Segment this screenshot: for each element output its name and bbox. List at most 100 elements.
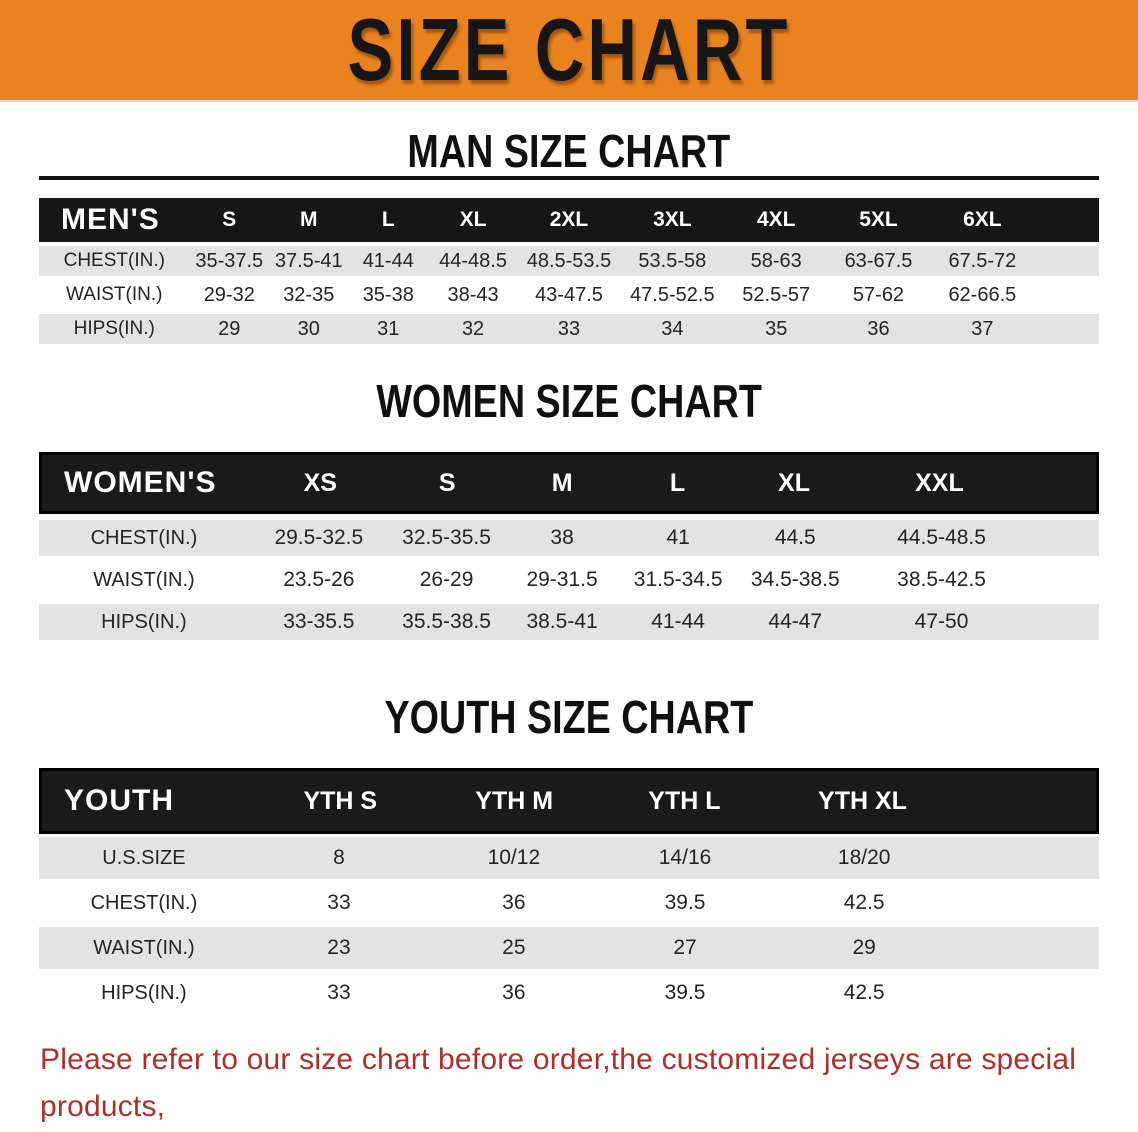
value-cell: 31.5-34.5 <box>633 568 723 591</box>
header-cell: S <box>438 468 456 497</box>
header-cell: 4XL <box>756 208 796 231</box>
value-cell: 33 <box>557 317 581 340</box>
value-cell: 29-31.5 <box>526 568 598 591</box>
value-cell: 43-47.5 <box>535 283 603 306</box>
value-cell: 63-67.5 <box>844 249 913 272</box>
value-cell: 44-48.5 <box>439 249 507 272</box>
value-cell: 58-63 <box>750 249 802 272</box>
men-size-table: MEN'S S M L XL 2XL 3XL 4XL 5XL 6XL CHEST(IN.) 35-37… <box>39 198 1099 344</box>
header-cell: YTH M <box>475 786 554 815</box>
men-header-row: MEN'S S M L XL 2XL 3XL 4XL 5XL 6XL <box>39 198 1099 242</box>
header-cell: YOUTH <box>64 784 174 817</box>
value-cell: 36 <box>502 891 526 914</box>
banner-title: SIZE CHART <box>347 0 791 99</box>
value-cell: 26-29 <box>419 568 474 591</box>
table-row: CHEST(IN.) 29.5-32.5 32.5-35.5 38 41 44.5 44.5… <box>39 520 1099 556</box>
row-label: WAIST(IN.) <box>66 284 163 305</box>
table-row: HIPS(IN.) 33 36 39.5 42.5 <box>39 972 1099 1014</box>
size-chart-banner: SIZE CHART <box>0 0 1138 102</box>
row-label: CHEST(IN.) <box>63 250 165 271</box>
header-filler <box>1026 455 1096 511</box>
value-cell: 38.5-42.5 <box>897 568 986 591</box>
value-cell: 47-50 <box>914 610 969 633</box>
value-cell: 23.5-26 <box>283 568 355 591</box>
value-cell: 33 <box>327 891 351 914</box>
table-row: WAIST(IN.) 29-32 32-35 35-38 38-43 43-47.5 47.… <box>39 280 1099 310</box>
value-cell: 10/12 <box>487 846 541 869</box>
value-cell: 52.5-57 <box>742 283 811 306</box>
row-filler <box>1035 314 1099 344</box>
header-cell: 5XL <box>859 208 898 231</box>
row-label: WAIST(IN.) <box>93 936 195 959</box>
value-cell: 53.5-58 <box>638 249 707 272</box>
value-cell: 44-47 <box>768 610 823 633</box>
women-size-table: WOMEN'S XS S M L XL XXL CHEST(IN.) 29.5-32.5 32.5… <box>39 452 1099 640</box>
row-label: HIPS(IN.) <box>101 610 187 633</box>
value-cell: 18/20 <box>837 846 891 869</box>
value-cell: 33-35.5 <box>283 610 355 633</box>
row-label: U.S.SIZE <box>102 846 186 869</box>
value-cell: 38-43 <box>447 283 499 306</box>
header-filler <box>1035 198 1099 242</box>
youth-size-table: YOUTH YTH S YTH M YTH L YTH XL U.S.SIZE 8 10/12… <box>39 768 1099 1014</box>
youth-header-row: YOUTH YTH S YTH M YTH L YTH XL <box>39 768 1099 834</box>
row-filler <box>957 882 1099 924</box>
disclaimer-line-1: Please refer to our size chart before or… <box>40 1043 1077 1123</box>
value-cell: 31 <box>377 317 400 340</box>
value-cell: 14/16 <box>658 846 712 869</box>
header-cell: YTH L <box>648 786 721 815</box>
header-cell: XL <box>459 208 487 231</box>
value-cell: 67.5-72 <box>948 249 1017 272</box>
header-cell: WOMEN'S <box>64 466 217 499</box>
value-cell: 35.5-38.5 <box>402 610 491 633</box>
value-cell: 8 <box>333 846 345 869</box>
value-cell: 35-38 <box>362 283 414 306</box>
value-cell: 44.5-48.5 <box>897 526 986 549</box>
value-cell: 41-44 <box>362 249 414 272</box>
value-cell: 30 <box>297 317 320 340</box>
value-cell: 38 <box>550 526 574 549</box>
table-row: CHEST(IN.) 33 36 39.5 42.5 <box>39 882 1099 924</box>
header-cell: MEN'S <box>61 203 160 236</box>
value-cell: 41-44 <box>651 610 705 633</box>
order-disclaimer-note: Please refer to our size chart before or… <box>40 1036 1138 1132</box>
value-cell: 48.5-53.5 <box>526 249 612 272</box>
value-cell: 25 <box>502 936 526 959</box>
youth-section-title: YOUTH SIZE CHART <box>0 692 1138 742</box>
header-cell: S <box>222 208 237 231</box>
value-cell: 36 <box>867 317 890 340</box>
value-cell: 29 <box>852 936 876 959</box>
value-cell: 47.5-52.5 <box>630 283 715 306</box>
women-section-title-text: WOMEN SIZE CHART <box>376 375 762 427</box>
row-filler <box>1035 246 1099 276</box>
table-row: WAIST(IN.) 23 25 27 29 <box>39 927 1099 969</box>
header-cell: YTH S <box>303 786 378 815</box>
women-header-row: WOMEN'S XS S M L XL XXL <box>39 452 1099 514</box>
row-label: WAIST(IN.) <box>93 568 195 591</box>
value-cell: 34 <box>661 317 684 340</box>
header-cell: M <box>300 208 318 231</box>
value-cell: 38.5-41 <box>526 610 598 633</box>
header-cell: XL <box>778 468 810 497</box>
table-row: HIPS(IN.) 29 30 31 32 33 34 35 36 37 <box>39 314 1099 344</box>
value-cell: 29 <box>218 317 241 340</box>
value-cell: 23 <box>327 936 351 959</box>
table-row: U.S.SIZE 8 10/12 14/16 18/20 <box>39 837 1099 879</box>
header-cell: XXL <box>915 468 964 497</box>
row-filler <box>957 837 1099 879</box>
value-cell: 37 <box>971 317 994 340</box>
row-filler <box>1035 280 1099 310</box>
value-cell: 39.5 <box>664 891 706 914</box>
value-cell: 36 <box>502 981 526 1004</box>
header-cell: M <box>551 468 573 497</box>
header-filler <box>955 771 1096 831</box>
value-cell: 57-62 <box>852 283 905 306</box>
value-cell: 62-66.5 <box>948 283 1017 306</box>
value-cell: 32-35 <box>283 283 335 306</box>
row-label: HIPS(IN.) <box>101 981 187 1004</box>
value-cell: 37.5-41 <box>274 249 343 272</box>
value-cell: 39.5 <box>664 981 706 1004</box>
value-cell: 29-32 <box>203 283 255 306</box>
value-cell: 42.5 <box>843 891 885 914</box>
header-cell: L <box>381 208 395 231</box>
